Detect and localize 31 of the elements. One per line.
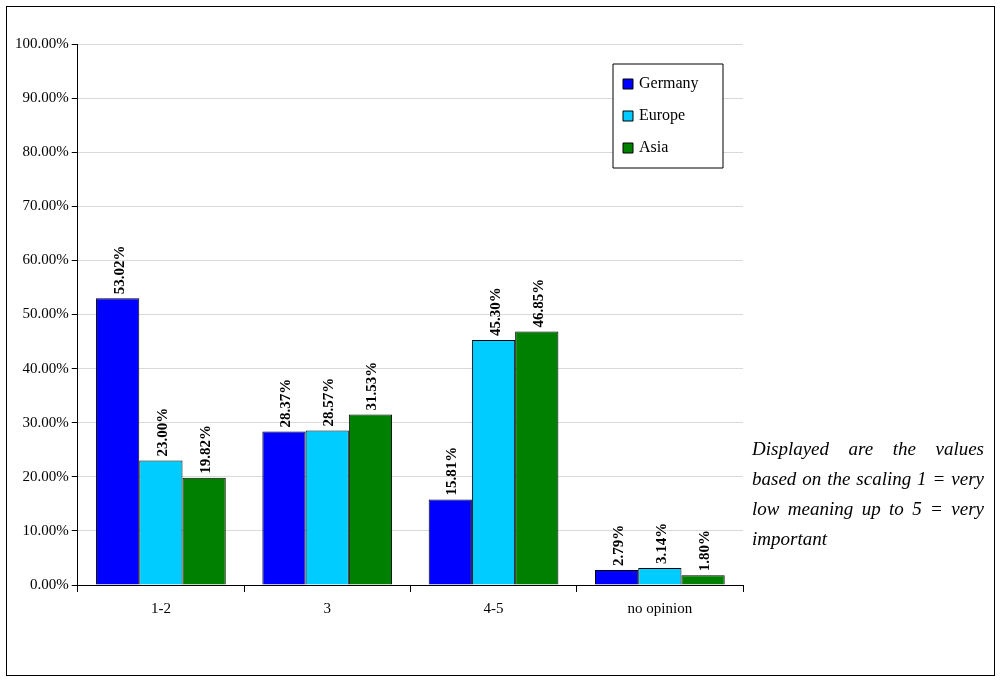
y-tick-label: 100.00% xyxy=(15,34,69,51)
text: 53.02% xyxy=(110,245,127,295)
text: 46.85% xyxy=(529,278,546,328)
x-tick-label: 3 xyxy=(323,599,331,616)
y-tick-label: 90.00% xyxy=(22,89,69,106)
text: 3.14% xyxy=(652,522,669,565)
legend-label: Germany xyxy=(639,74,699,93)
text: 19.82% xyxy=(197,425,214,474)
text: 31.53% xyxy=(363,361,380,411)
text: 28.37% xyxy=(276,378,293,428)
y-tick-label: 80.00% xyxy=(22,143,69,160)
y-tick-label: 40.00% xyxy=(22,359,69,376)
x-tick-label: 4-5 xyxy=(483,599,504,616)
y-tick-label: 70.00% xyxy=(22,197,69,214)
legend-label: Europe xyxy=(639,106,686,125)
text: 28.57% xyxy=(320,377,337,427)
x-tick-label: no opinion xyxy=(627,599,693,616)
y-tick-label: 60.00% xyxy=(22,251,69,268)
text: 45.30% xyxy=(486,287,503,336)
legend-label: Asia xyxy=(639,138,669,156)
text: Displayed are the values based on the scaling 1 = very low meaning up to 5 = very important xyxy=(752,437,984,551)
text: 23.00% xyxy=(153,407,170,457)
y-tick-label: 10.00% xyxy=(22,521,69,538)
text: 1.80% xyxy=(696,530,713,572)
y-tick-label: 0.00% xyxy=(30,575,69,592)
x-tick-label: 1-2 xyxy=(150,599,171,616)
y-tick-label: 30.00% xyxy=(22,413,69,430)
y-tick-label: 20.00% xyxy=(22,467,69,484)
text: 2.79% xyxy=(609,524,626,566)
text: 15.81% xyxy=(443,446,460,496)
y-tick-label: 50.00% xyxy=(22,305,69,322)
